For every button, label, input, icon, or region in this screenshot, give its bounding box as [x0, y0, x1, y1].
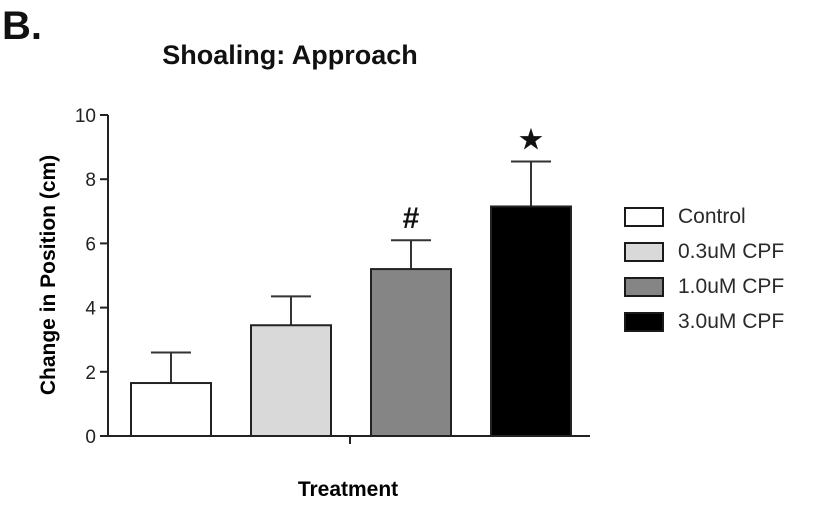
legend-item: 1.0uM CPF — [624, 270, 784, 303]
significance-marker: # — [403, 202, 420, 235]
y-tick-label: 6 — [85, 234, 96, 255]
legend: Control 0.3uM CPF 1.0uM CPF 3.0uM CPF — [624, 200, 784, 340]
legend-label: 3.0uM CPF — [678, 309, 785, 333]
y-tick-label: 0 — [85, 427, 96, 448]
y-tick-label: 10 — [75, 106, 96, 127]
legend-item: 3.0uM CPF — [624, 305, 784, 338]
legend-swatch — [624, 206, 664, 227]
significance-marker: ★ — [518, 124, 545, 157]
bar-2 — [250, 324, 332, 438]
y-tick-label: 2 — [85, 363, 96, 384]
legend-swatch — [624, 311, 664, 332]
bar-4 — [490, 205, 572, 437]
legend-label: Control — [678, 204, 746, 228]
y-tick-label: 8 — [85, 170, 96, 191]
legend-swatch — [624, 241, 664, 262]
legend-swatch — [624, 276, 664, 297]
chart-title: Shoaling: Approach — [162, 40, 418, 70]
bar-1 — [130, 382, 212, 438]
legend-label: 0.3uM CPF — [678, 239, 785, 263]
y-tick-label: 4 — [85, 299, 96, 320]
panel-label: B. — [2, 4, 42, 48]
x-axis-label: Treatment — [298, 478, 398, 501]
bar-3 — [370, 268, 452, 437]
legend-item: Control — [624, 200, 784, 233]
legend-label: 1.0uM CPF — [678, 274, 785, 298]
y-axis-label: Change in Position (cm) — [37, 155, 60, 395]
legend-item: 0.3uM CPF — [624, 235, 784, 268]
